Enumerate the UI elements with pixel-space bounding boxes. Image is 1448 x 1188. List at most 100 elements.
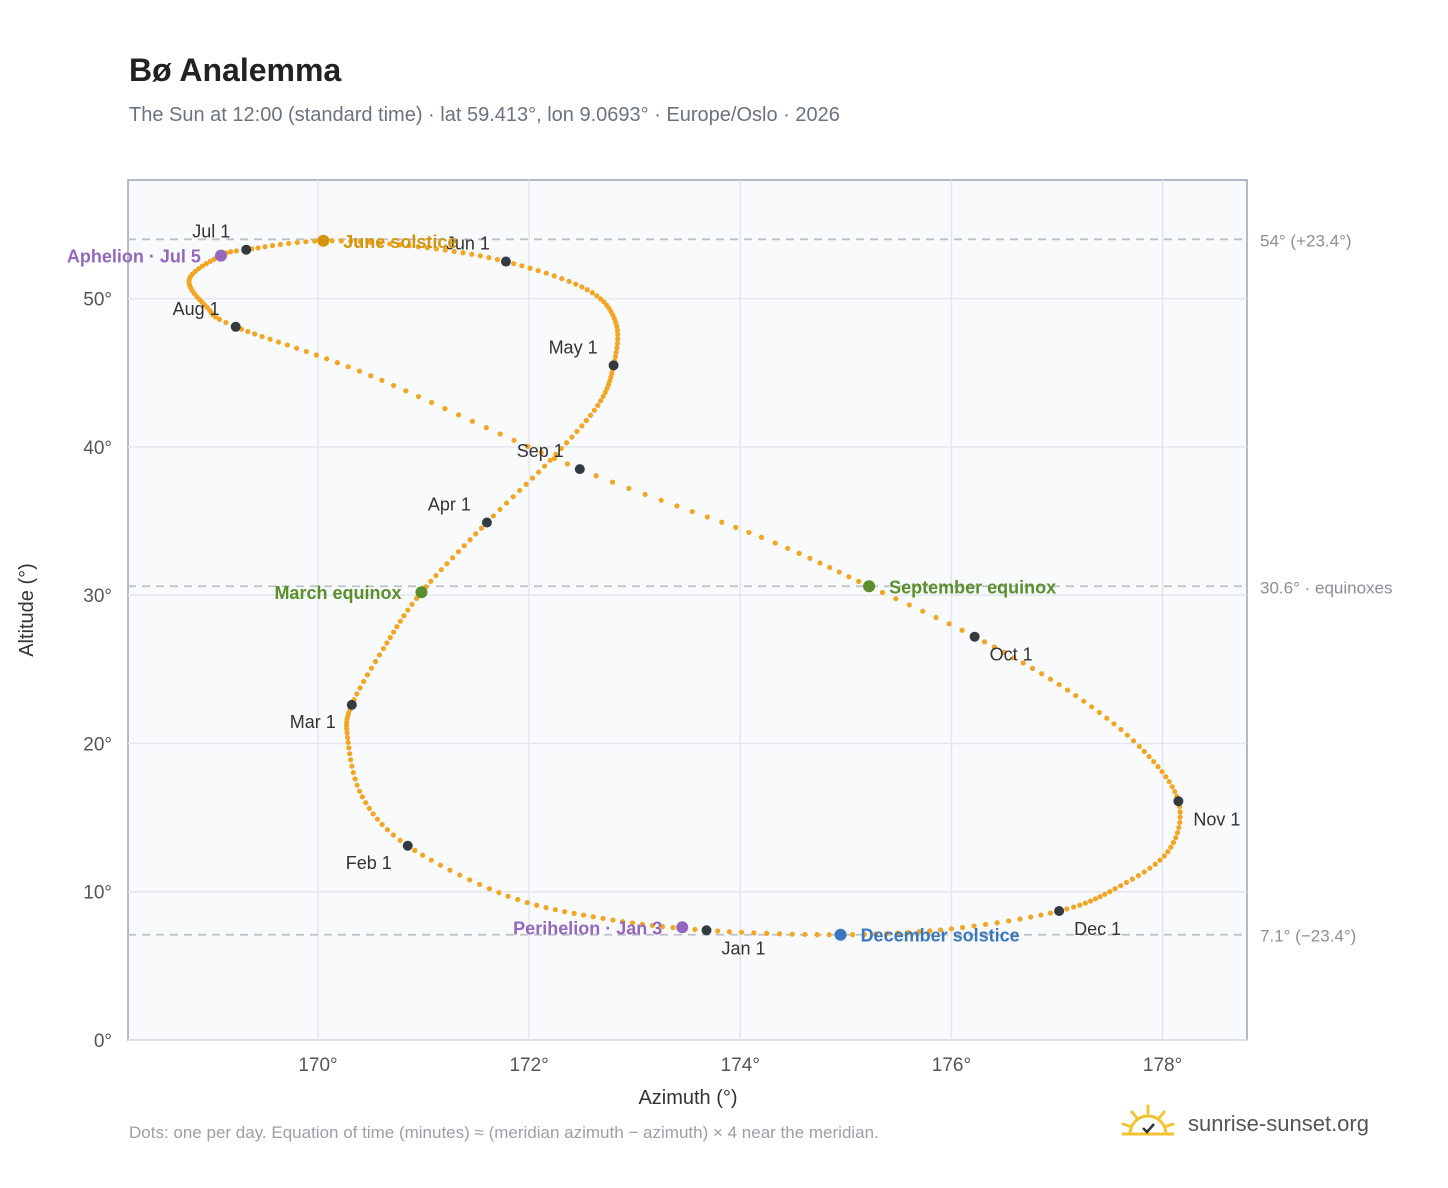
daily-dot	[579, 423, 585, 429]
daily-dot	[442, 406, 448, 412]
daily-dot	[380, 645, 387, 652]
month-label: Mar 1	[290, 712, 336, 732]
daily-dot	[390, 832, 396, 838]
month-label: Apr 1	[428, 495, 471, 515]
daily-dot	[396, 242, 403, 248]
daily-dot	[614, 345, 620, 351]
daily-dot	[356, 368, 363, 374]
daily-dot	[403, 388, 409, 394]
daily-dot	[893, 596, 899, 602]
reference-line-label: 30.6° · equinoxes	[1260, 578, 1393, 597]
daily-dot	[1118, 883, 1124, 889]
daily-dot	[738, 929, 745, 935]
daily-dot	[704, 514, 710, 520]
daily-dot	[595, 402, 601, 408]
month-marker	[500, 256, 511, 267]
daily-dot	[817, 560, 823, 566]
daily-dot	[764, 930, 770, 936]
daily-dot	[615, 336, 621, 342]
reference-line-label: 7.1° (−23.4°)	[1260, 927, 1356, 946]
daily-dot	[751, 930, 757, 936]
daily-dot	[527, 265, 533, 271]
daily-dot	[517, 487, 523, 494]
daily-dot	[334, 360, 340, 366]
daily-dot	[536, 469, 542, 475]
month-label: Feb 1	[346, 853, 392, 873]
daily-dot	[905, 929, 912, 936]
daily-dot	[1077, 902, 1083, 908]
event-label: December solstice	[861, 926, 1020, 946]
daily-dot	[397, 618, 403, 624]
daily-dot	[412, 847, 418, 853]
daily-dot	[1011, 655, 1017, 661]
month-marker	[481, 517, 492, 528]
daily-dot	[1157, 857, 1163, 863]
daily-dot	[615, 331, 621, 338]
brand[interactable]: sunrise-sunset.org	[1120, 1104, 1369, 1144]
daily-dot	[959, 924, 966, 931]
daily-dot	[543, 270, 549, 276]
daily-dot	[609, 479, 616, 485]
daily-dot	[428, 578, 434, 584]
daily-dot	[387, 241, 393, 247]
daily-dot	[505, 893, 511, 899]
daily-dot	[284, 342, 290, 348]
event-label: June solstice	[343, 232, 457, 252]
daily-dot	[346, 745, 352, 751]
daily-dot	[397, 837, 403, 843]
daily-dot	[1141, 869, 1147, 875]
daily-dot	[363, 800, 369, 806]
chart-subtitle: The Sun at 12:00 (standard time) · lat 5…	[129, 104, 840, 126]
daily-dot	[1073, 692, 1079, 699]
daily-dot	[1039, 671, 1045, 677]
daily-dot	[372, 658, 379, 665]
daily-dot	[255, 245, 261, 251]
daily-dot	[1177, 809, 1183, 815]
daily-dot	[538, 449, 544, 456]
daily-dot	[469, 251, 475, 257]
daily-dot	[216, 316, 223, 322]
month-label: Nov 1	[1193, 809, 1240, 829]
daily-dot	[478, 525, 485, 531]
daily-dot	[496, 890, 502, 896]
daily-dot	[374, 816, 381, 822]
daily-dot	[1064, 906, 1070, 912]
daily-dot	[558, 445, 564, 452]
daily-dot	[367, 239, 373, 245]
daily-dot	[379, 377, 385, 383]
daily-dot	[428, 399, 435, 406]
daily-dot	[207, 258, 213, 264]
daily-dot	[534, 902, 540, 908]
daily-dot	[861, 931, 867, 937]
y-tick-label: 10°	[83, 883, 112, 904]
daily-dot	[566, 278, 572, 284]
daily-dot	[444, 561, 450, 567]
daily-dot	[971, 923, 977, 929]
daily-dot	[746, 529, 752, 536]
daily-dot	[477, 253, 483, 259]
daily-dot	[313, 352, 319, 358]
daily-dot	[357, 685, 363, 691]
y-axis-label: Altitude (°)	[16, 563, 38, 657]
daily-dot	[461, 543, 467, 549]
daily-dot	[613, 349, 619, 355]
daily-dot	[345, 739, 351, 746]
daily-dot	[802, 931, 808, 938]
daily-dot	[543, 904, 549, 911]
daily-dot	[519, 263, 525, 269]
daily-dot	[379, 821, 385, 828]
daily-dot	[981, 639, 988, 645]
daily-dot	[424, 245, 430, 251]
daily-dot	[352, 776, 358, 782]
daily-dot	[994, 920, 1000, 926]
daily-dot	[614, 323, 620, 329]
month-marker	[1173, 796, 1184, 807]
month-markers: Jan 1 Feb 1 Mar 1 Apr 1 May 1 Jun 1 Jul 1 Aug 1…	[173, 222, 1241, 959]
daily-dot	[390, 382, 397, 389]
daily-dot	[895, 930, 901, 936]
daily-dot	[329, 238, 335, 244]
daily-dot	[1165, 849, 1171, 855]
daily-dot	[476, 881, 483, 888]
daily-dot	[262, 244, 268, 250]
